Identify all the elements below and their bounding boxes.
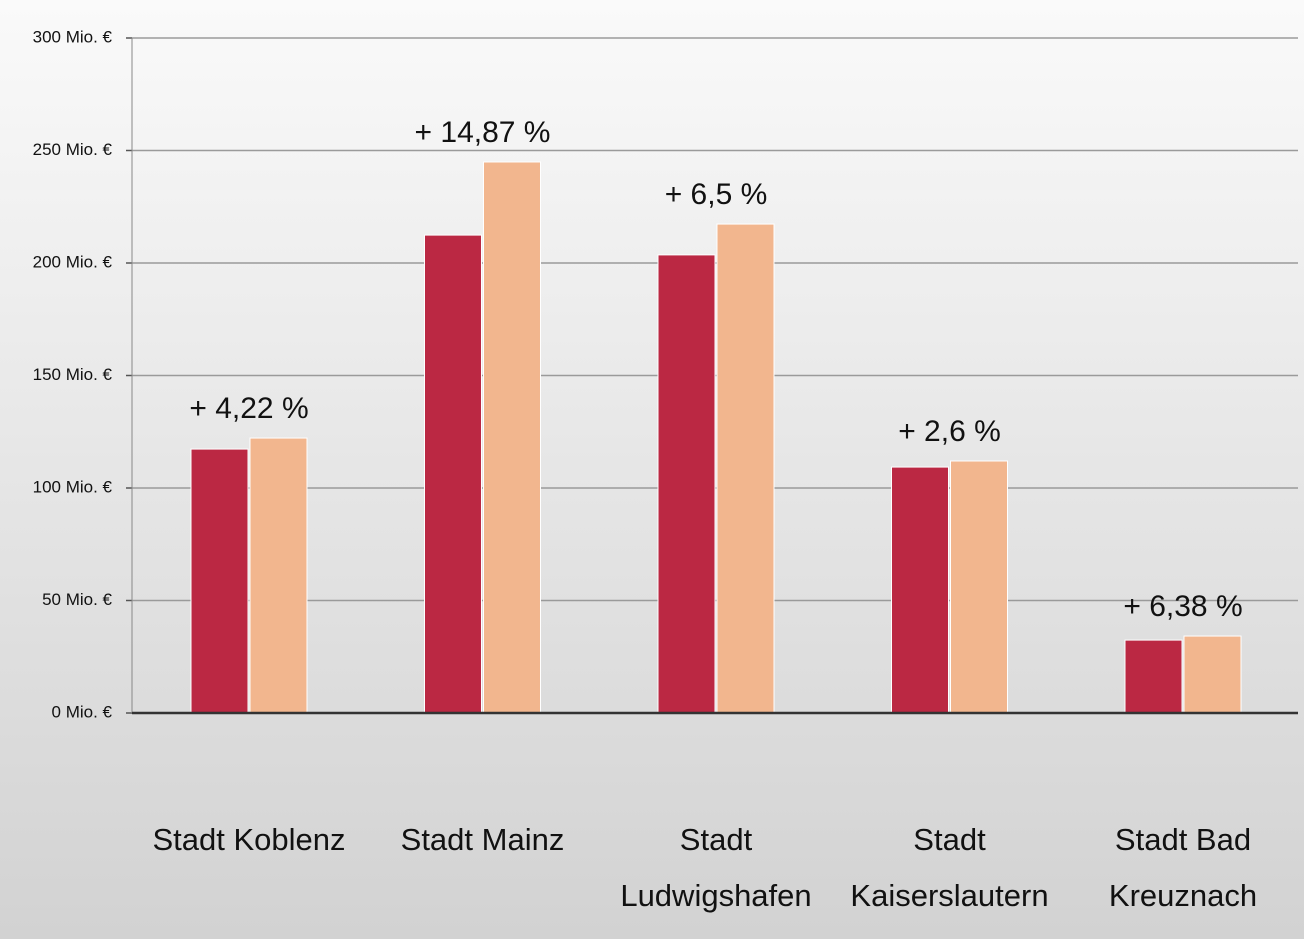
x-tick-label: Stadt Kaiserslautern (850, 822, 1049, 913)
annotation: + 6,38 % (1123, 590, 1242, 623)
bar (483, 161, 541, 714)
bar (190, 448, 249, 714)
bar (891, 466, 949, 714)
y-tick-label: 200 Mio. € (33, 252, 113, 271)
annotation: + 6,5 % (665, 178, 768, 211)
x-tick-label: Stadt Ludwigshafen (620, 822, 812, 913)
bar (249, 437, 308, 714)
annotation: + 2,6 % (898, 415, 1001, 448)
annotation: + 14,87 % (415, 116, 551, 149)
bar (424, 234, 482, 714)
bar (1183, 635, 1242, 714)
y-tick-label: 50 Mio. € (42, 590, 112, 609)
x-tick-label: Stadt Mainz (400, 822, 565, 857)
y-tick-label: 0 Mio. € (52, 702, 113, 721)
y-tick-label: 250 Mio. € (33, 140, 113, 159)
x-tick-label: Stadt Bad Kreuznach (1108, 822, 1258, 913)
x-tick-label: Stadt Koblenz (152, 822, 346, 857)
annotation: + 4,22 % (189, 392, 308, 425)
bar (657, 254, 716, 714)
y-tick-label: 300 Mio. € (33, 27, 113, 46)
bar (1124, 639, 1183, 714)
y-tick-label: 150 Mio. € (33, 365, 113, 384)
bar (950, 460, 1008, 714)
bar (716, 223, 775, 714)
y-tick-label: 100 Mio. € (33, 477, 113, 496)
